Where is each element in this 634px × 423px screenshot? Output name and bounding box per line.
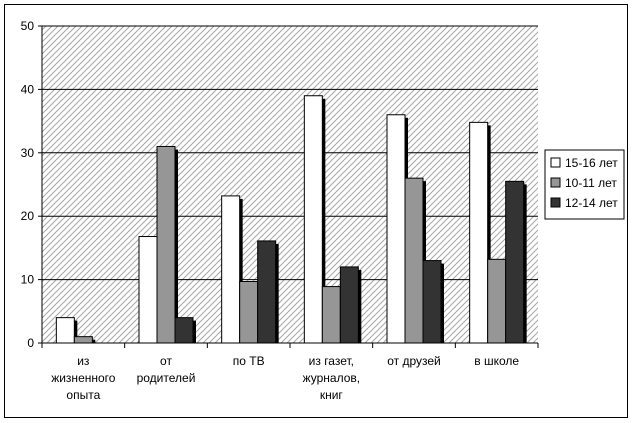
y-tick-label: 30 bbox=[21, 146, 35, 160]
bar bbox=[174, 317, 194, 344]
bar bbox=[321, 286, 341, 344]
legend-label: 15-16 лет bbox=[565, 156, 618, 170]
y-tick-label: 0 bbox=[27, 336, 34, 350]
bar bbox=[422, 260, 442, 344]
legend-label: 10-11 лет bbox=[565, 176, 617, 190]
bar bbox=[55, 317, 75, 344]
y-tick-label: 10 bbox=[21, 273, 35, 287]
bar bbox=[156, 145, 176, 344]
legend-swatch bbox=[550, 157, 561, 168]
bar bbox=[221, 195, 241, 344]
bar bbox=[138, 235, 158, 344]
x-tick-label: по ТВ bbox=[233, 354, 265, 368]
x-tick-label: от друзей bbox=[387, 354, 441, 368]
x-tick-label: книг bbox=[320, 388, 344, 402]
bar bbox=[73, 336, 93, 344]
plot-area-background bbox=[42, 26, 538, 343]
y-tick-label: 20 bbox=[21, 209, 35, 223]
y-tick-labels: 0 10 20 30 40 50 bbox=[21, 19, 35, 350]
x-tick-label: в школе bbox=[474, 354, 519, 368]
bar bbox=[239, 281, 259, 344]
bar bbox=[257, 240, 277, 344]
bar bbox=[339, 266, 359, 344]
x-tick-labels: из жизненного опыта от родителей по ТВ из газе… bbox=[51, 354, 519, 402]
legend: 15-16 лет 10-11 лет 12-14 лет bbox=[544, 149, 625, 220]
y-tick-label: 50 bbox=[21, 19, 35, 33]
x-tick-label: жизненного bbox=[51, 371, 116, 385]
bar bbox=[386, 114, 406, 344]
gridlines bbox=[42, 25, 538, 281]
legend-label: 12-14 лет bbox=[565, 196, 618, 210]
bar bbox=[505, 180, 525, 344]
x-tick-label: из газет, bbox=[309, 354, 354, 368]
x-tick-label: от bbox=[160, 354, 172, 368]
axes bbox=[38, 25, 539, 348]
x-tick-label: родителей bbox=[137, 371, 196, 385]
bar bbox=[303, 95, 323, 344]
bar bbox=[404, 177, 424, 344]
bar bbox=[469, 121, 489, 344]
x-tick-label: журналов, bbox=[303, 371, 361, 385]
bars bbox=[55, 95, 527, 344]
x-tick-label: из bbox=[77, 354, 90, 368]
legend-swatch bbox=[550, 177, 561, 188]
x-tick-label: опыта bbox=[66, 388, 100, 402]
y-tick-label: 40 bbox=[21, 82, 35, 96]
bar bbox=[487, 258, 507, 344]
legend-swatch bbox=[550, 197, 561, 208]
